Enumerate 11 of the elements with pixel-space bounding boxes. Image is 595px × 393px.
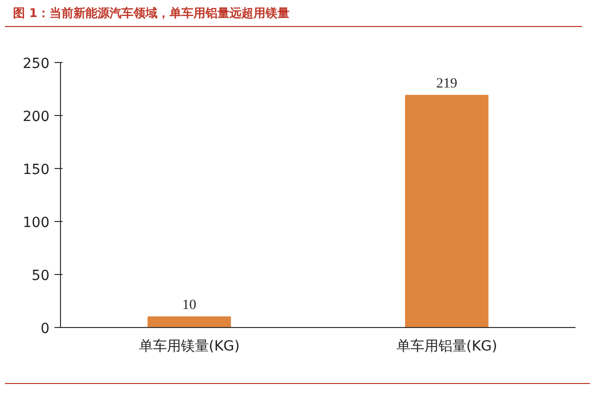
chart-title: 图 1：当前新能源汽车领域，单车用铝量远超用镁量 bbox=[13, 5, 290, 22]
y-tick-label: 100 bbox=[22, 215, 50, 231]
data-label: 219 bbox=[436, 76, 458, 92]
y-tick-label: 250 bbox=[22, 56, 50, 72]
y-tick-label: 150 bbox=[22, 162, 50, 178]
y-tick-label: 50 bbox=[32, 268, 50, 284]
data-label: 10 bbox=[182, 298, 196, 313]
x-tick-label: 单车用镁量(KG) bbox=[138, 338, 240, 354]
y-tick-label: 0 bbox=[40, 321, 50, 337]
y-tick-label: 200 bbox=[22, 109, 50, 125]
x-tick-label: 单车用铝量(KG) bbox=[396, 338, 498, 354]
